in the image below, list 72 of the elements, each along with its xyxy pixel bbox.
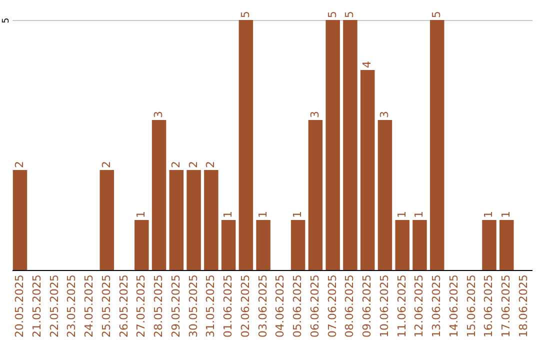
x-tick-label: 03.06.2025 — [256, 274, 270, 338]
data-label: 5 — [326, 11, 339, 18]
data-label: 1 — [291, 211, 304, 218]
x-tick-label: 24.05.2025 — [82, 274, 96, 338]
bar — [343, 20, 358, 270]
bar — [378, 120, 392, 270]
x-tick-label: 28.05.2025 — [152, 274, 166, 338]
data-label: 2 — [12, 161, 26, 168]
x-tick-label: 22.05.2025 — [48, 274, 61, 338]
data-label: 1 — [256, 211, 270, 218]
x-tick-label: 31.05.2025 — [204, 274, 218, 338]
bar — [12, 170, 28, 270]
bar — [134, 220, 149, 270]
x-tick-label: 21.05.2025 — [30, 274, 44, 338]
data-label: 5 — [343, 11, 356, 18]
bar — [500, 220, 514, 270]
x-tick-label: 18.06.2025 — [517, 274, 530, 338]
x-tick-label: 27.05.2025 — [134, 274, 148, 338]
bar — [204, 170, 218, 270]
x-tick-label: 20.05.2025 — [12, 274, 26, 338]
bar — [256, 220, 270, 270]
x-tick-label: 26.05.2025 — [117, 274, 130, 338]
x-tick-label: 17.06.2025 — [500, 274, 513, 338]
data-label: 5 — [238, 11, 252, 18]
data-label: 2 — [169, 161, 182, 168]
x-tick-label: 05.06.2025 — [291, 274, 304, 338]
bar — [430, 20, 444, 270]
x-tick-label: 25.05.2025 — [100, 274, 113, 338]
x-tick-label: 15.06.2025 — [464, 274, 478, 338]
data-label: 2 — [186, 161, 200, 168]
x-tick-label: 09.06.2025 — [360, 274, 374, 338]
bar — [308, 120, 323, 270]
bar — [412, 220, 427, 270]
data-label: 1 — [134, 211, 148, 218]
data-label: 5 — [430, 11, 444, 18]
bar — [169, 170, 184, 270]
bar — [238, 20, 254, 270]
x-tick-label: 14.06.2025 — [447, 274, 460, 338]
data-label: 2 — [100, 161, 113, 168]
x-tick-label: 11.06.2025 — [395, 274, 408, 338]
bar — [152, 120, 166, 270]
x-tick-label: 01.06.2025 — [222, 274, 235, 338]
data-label: 1 — [222, 211, 235, 218]
x-tick-label: 29.05.2025 — [169, 274, 182, 338]
data-label: 1 — [412, 211, 426, 218]
x-tick-label: 04.06.2025 — [274, 274, 287, 338]
data-label: 3 — [378, 111, 391, 118]
x-tick-label: 07.06.2025 — [326, 274, 339, 338]
bar — [326, 20, 340, 270]
bar — [482, 220, 496, 270]
data-label: 3 — [152, 111, 166, 118]
data-label: 3 — [308, 111, 322, 118]
bar — [186, 170, 201, 270]
x-tick-label: 10.06.2025 — [378, 274, 391, 338]
bar — [290, 220, 306, 270]
data-label: 1 — [500, 211, 513, 218]
bar — [221, 220, 236, 270]
x-tick-label: 16.06.2025 — [482, 274, 496, 338]
x-tick-label: 13.06.2025 — [430, 274, 444, 338]
bar — [395, 220, 410, 270]
x-tick-label: 30.05.2025 — [186, 274, 200, 338]
x-tick-label: 12.06.2025 — [412, 274, 426, 338]
x-tick-label: 08.06.2025 — [343, 274, 356, 338]
x-tick-label: 06.06.2025 — [308, 274, 322, 338]
data-label: 2 — [204, 161, 218, 168]
data-label: 1 — [482, 211, 496, 218]
x-tick-label: 23.05.2025 — [65, 274, 78, 338]
bar — [360, 70, 375, 270]
data-label: 1 — [395, 211, 408, 218]
bar — [100, 170, 114, 270]
data-label: 4 — [360, 61, 374, 68]
x-tick-label: 02.06.2025 — [238, 274, 252, 338]
